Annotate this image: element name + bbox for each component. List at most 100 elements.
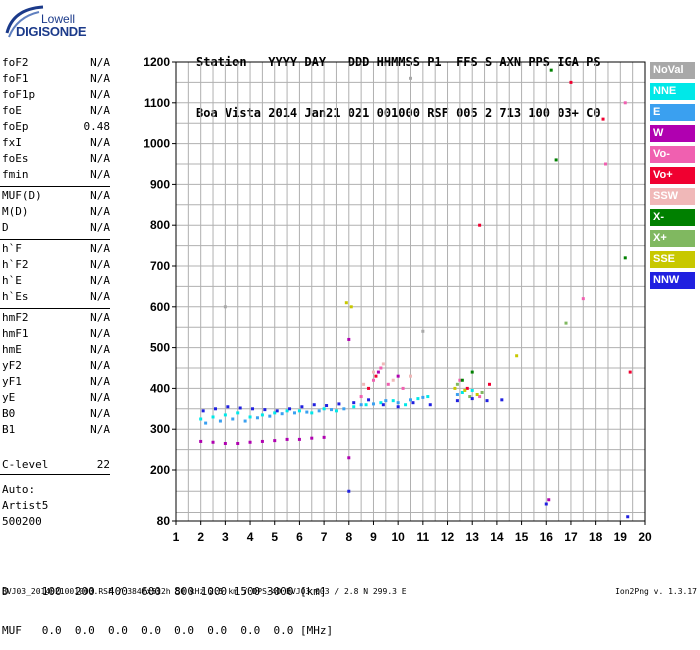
x-tick-label: 1: [173, 530, 180, 544]
data-point-vo-: [623, 101, 627, 105]
data-point-nnw: [337, 402, 341, 406]
legend-item: W: [650, 125, 695, 142]
data-point-nne: [273, 411, 277, 415]
param-row: h`E N/A: [2, 274, 110, 290]
x-tick-label: 8: [345, 530, 352, 544]
data-point-nnw: [485, 399, 489, 403]
param-name: foE: [2, 104, 22, 117]
data-point-nne: [260, 413, 264, 417]
data-point-nne: [460, 390, 464, 394]
divider: [0, 239, 110, 240]
param-row: hmF2 N/A: [2, 311, 110, 327]
param-value: N/A: [90, 274, 110, 287]
param-value: N/A: [90, 72, 110, 85]
param-row: h`F N/A: [2, 242, 110, 258]
chart-points: [199, 68, 632, 519]
data-point-nne: [379, 401, 383, 405]
data-point-nne: [199, 417, 203, 421]
data-point-vo-: [401, 386, 405, 390]
data-point-e: [317, 409, 321, 413]
param-name: M(D): [2, 205, 29, 218]
legend-item: E: [650, 104, 695, 121]
divider: [0, 474, 110, 475]
data-point-vo-: [374, 374, 378, 378]
data-point-nnw: [213, 407, 217, 411]
param-row: M(D) N/A: [2, 205, 110, 221]
data-point-nnw: [347, 489, 351, 493]
legend-item: X-: [650, 209, 695, 226]
param-name: h`F2: [2, 258, 29, 271]
data-point-w: [236, 441, 240, 445]
data-point-x-: [480, 390, 484, 394]
y-tick-label: 400: [150, 381, 170, 395]
data-point-vo-: [478, 395, 482, 399]
param-row: yF2 N/A: [2, 359, 110, 375]
param-name: foF1p: [2, 88, 36, 101]
data-point-sse: [453, 386, 457, 390]
auto-artist: Artist5: [2, 499, 49, 512]
param-name: foF2: [2, 56, 29, 69]
param-row: foEs N/A: [2, 152, 110, 168]
param-row: hmF1 N/A: [2, 327, 110, 343]
data-point-w: [211, 440, 215, 444]
data-point-e: [243, 419, 247, 423]
param-value: N/A: [90, 136, 110, 149]
x-tick-label: 19: [614, 530, 628, 544]
param-name: h`Es: [2, 290, 29, 303]
param-value: N/A: [90, 423, 110, 436]
legend-item: NNW: [650, 272, 695, 289]
data-point-w: [322, 435, 326, 439]
data-point-nne: [285, 409, 289, 413]
header-values: Boa Vista 2014 Jan21 021 001000 RSF 005 …: [196, 106, 601, 120]
param-row: foF1p N/A: [2, 88, 110, 104]
param-value: N/A: [90, 375, 110, 388]
param-name: B0: [2, 407, 16, 420]
logo-text-lowell: Lowell: [41, 12, 76, 26]
data-point-nnw: [544, 502, 548, 506]
param-name: foEp: [2, 120, 29, 133]
param-name: B1: [2, 423, 16, 436]
x-tick-label: 4: [247, 530, 254, 544]
data-point-e: [455, 393, 459, 397]
data-point-ssw: [409, 374, 412, 378]
data-point-ssw: [381, 362, 385, 366]
logo-swoosh-icon: [5, 5, 44, 38]
param-row: foF2 N/A: [2, 56, 110, 72]
data-point-vo-: [379, 366, 383, 370]
data-point-e: [384, 399, 388, 403]
data-point-x-: [549, 68, 553, 72]
legend-item: X+: [650, 230, 695, 247]
data-point-w: [285, 437, 289, 441]
param-row: hmE N/A: [2, 343, 110, 359]
data-point-vo-: [371, 378, 375, 382]
data-point-sse: [349, 305, 353, 309]
data-point-e: [396, 401, 400, 405]
data-point-nnw: [275, 409, 279, 413]
data-point-x-: [455, 382, 459, 386]
param-row: yE N/A: [2, 391, 110, 407]
param-value: N/A: [90, 189, 110, 202]
legend-item: SSW: [650, 188, 695, 205]
data-point-w: [547, 498, 551, 502]
param-value: 0.48: [83, 120, 111, 133]
param-value: N/A: [90, 242, 110, 255]
data-point-nne: [223, 413, 227, 417]
param-row: fmin N/A: [2, 168, 110, 184]
data-point-w: [396, 374, 400, 378]
param-name: yE: [2, 391, 16, 404]
data-point-nnw: [396, 405, 400, 409]
param-row: MUF(D) N/A: [2, 189, 110, 205]
data-point-nnw: [381, 403, 385, 407]
param-row: foE N/A: [2, 104, 110, 120]
plot-frame: [175, 61, 646, 522]
data-point-nnw: [300, 405, 304, 409]
param-row: foF1 N/A: [2, 72, 110, 88]
param-name: yF2: [2, 359, 22, 372]
param-row: fxI N/A: [2, 136, 110, 152]
data-point-vo-: [604, 162, 608, 166]
param-value: N/A: [90, 391, 110, 404]
x-tick-label: 15: [515, 530, 529, 544]
data-point-vo-: [367, 386, 371, 390]
data-point-nne: [334, 409, 338, 413]
param-row: B0 N/A: [2, 407, 110, 423]
